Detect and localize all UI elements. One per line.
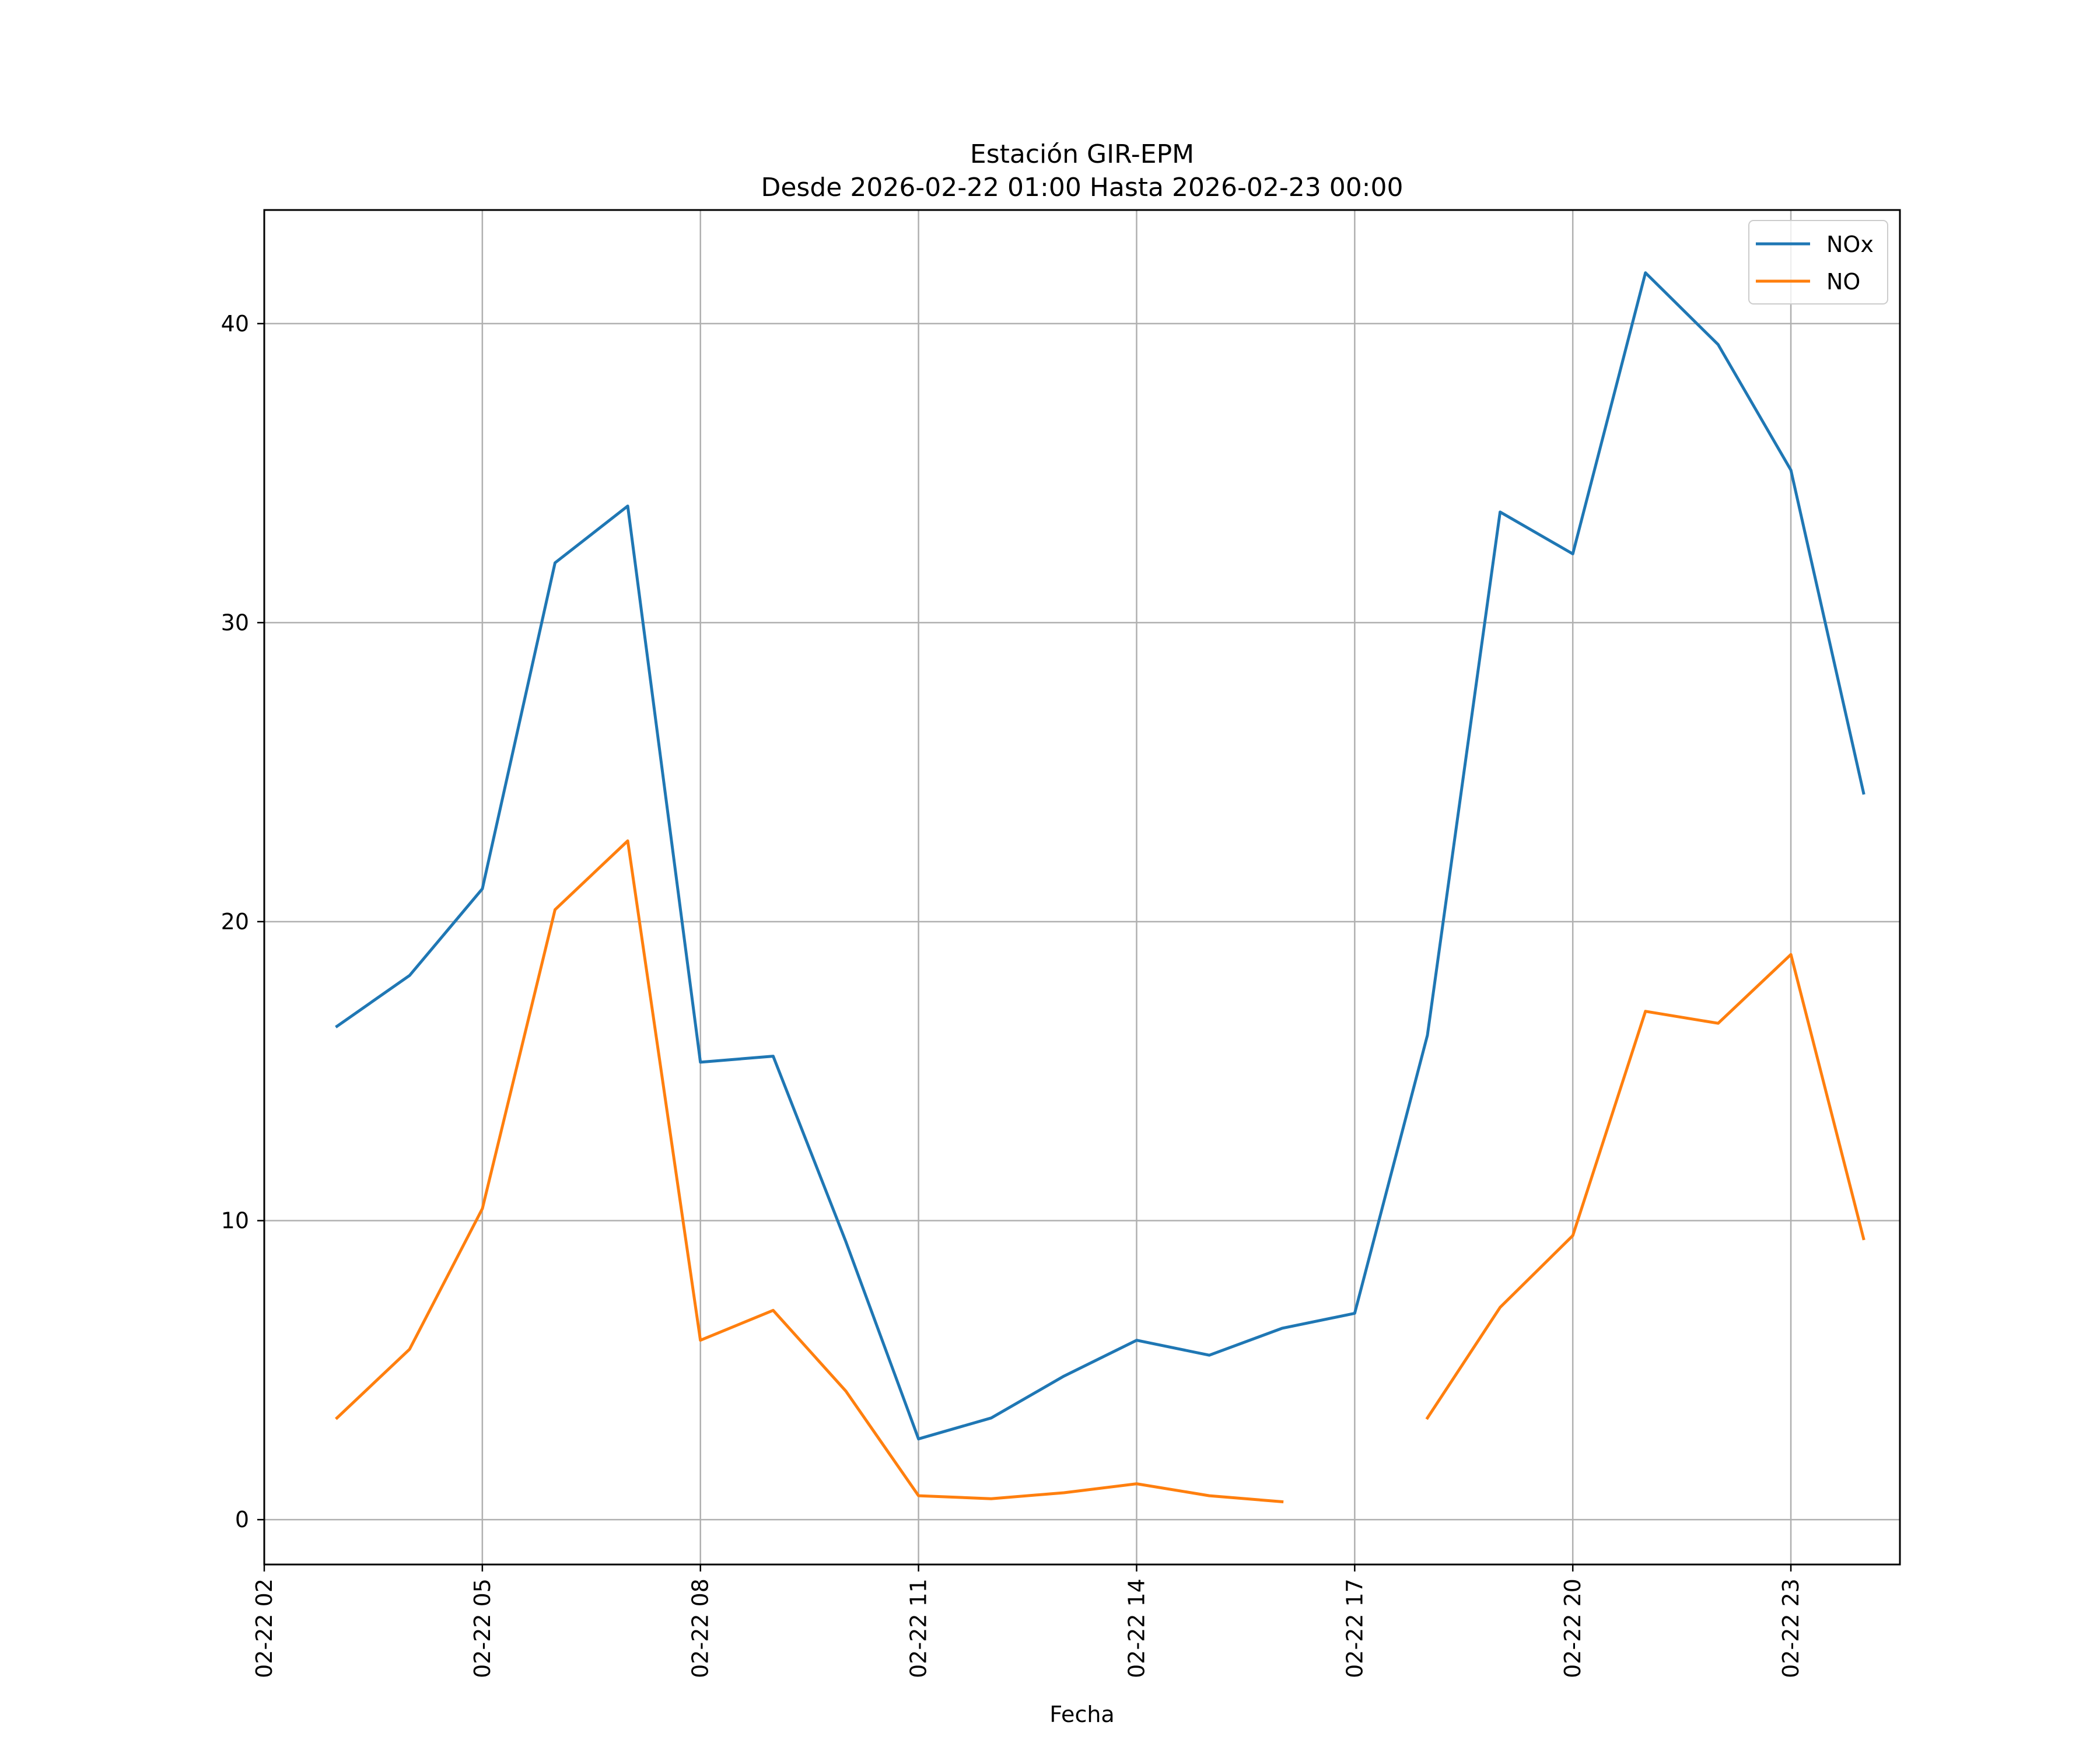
legend: NOx NO — [1748, 220, 1888, 304]
y-tick-label: 40 — [221, 311, 249, 337]
x-axis-ticks: 02-22 02 02-22 05 02-22 08 02-22 11 02-22 14… — [251, 1564, 1804, 1678]
y-tick-label: 30 — [221, 610, 249, 635]
y-tick-label: 10 — [221, 1208, 249, 1234]
x-tick-label: 02-22 11 — [906, 1578, 932, 1678]
x-tick-label: 02-22 02 — [251, 1578, 277, 1678]
chart-subtitle: Desde 2026-02-22 01:00 Hasta 2026-02-23 … — [761, 173, 1403, 202]
y-axis-ticks: 0 10 20 30 40 — [221, 311, 264, 1532]
series-line-nox — [335, 271, 1866, 1441]
chart-title: Estación GIR-EPM — [970, 139, 1194, 169]
legend-box — [1748, 220, 1888, 304]
x-axis-label: Fecha — [1049, 1702, 1114, 1727]
series-nox — [335, 271, 1866, 1441]
y-tick-label: 0 — [235, 1507, 249, 1532]
x-tick-label: 02-22 20 — [1560, 1578, 1586, 1678]
legend-label-nox: NOx — [1826, 232, 1874, 257]
x-tick-label: 02-22 14 — [1124, 1578, 1149, 1678]
x-tick-label: 02-22 23 — [1778, 1578, 1804, 1678]
series-no — [335, 839, 1866, 1504]
x-tick-label: 02-22 17 — [1342, 1578, 1367, 1678]
legend-label-no: NO — [1826, 269, 1860, 295]
series-line-no — [335, 839, 1866, 1504]
series-lines — [335, 271, 1866, 1504]
grid — [263, 210, 1900, 1564]
x-tick-label: 02-22 05 — [470, 1578, 495, 1678]
plot-frame — [263, 209, 1901, 1566]
x-tick-label: 02-22 08 — [688, 1578, 713, 1678]
y-tick-label: 20 — [221, 909, 249, 935]
